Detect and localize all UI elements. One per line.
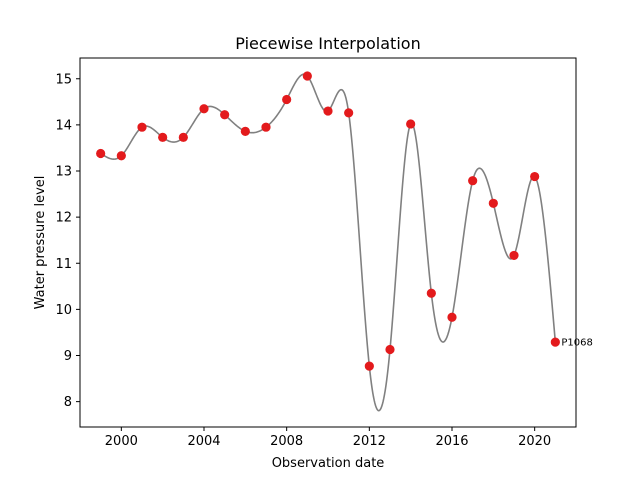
- y-tick-label: 11: [55, 257, 72, 272]
- x-tick-label: 2020: [518, 434, 551, 449]
- x-axis-title: Observation date: [272, 456, 385, 471]
- x-tick-label: 2012: [353, 434, 386, 449]
- data-point: [178, 132, 188, 142]
- data-point: [364, 361, 374, 371]
- data-point: [137, 122, 147, 132]
- point-annotation: P1068: [561, 338, 592, 349]
- data-point: [488, 198, 498, 208]
- y-tick-label: 10: [55, 303, 72, 318]
- y-axis: 8 9 10 11 12 13 14 15: [55, 72, 80, 410]
- data-point: [240, 126, 250, 136]
- data-point: [116, 151, 126, 161]
- data-point: [282, 94, 292, 105]
- data-point: [199, 104, 209, 114]
- data-point: [468, 176, 478, 186]
- y-axis-title: Water pressure level: [33, 176, 48, 310]
- data-point: [261, 122, 271, 132]
- data-point: [220, 110, 230, 120]
- data-point: [426, 288, 436, 298]
- data-point: [509, 250, 519, 261]
- data-point: [96, 148, 106, 159]
- data-point: [530, 171, 540, 182]
- data-point: [302, 71, 312, 81]
- y-tick-label: 13: [55, 165, 72, 180]
- data-point: [158, 132, 168, 142]
- marker-layer: [96, 71, 560, 371]
- plot-area: P1068: [96, 71, 593, 412]
- data-point: [550, 337, 560, 347]
- data-point: [447, 312, 457, 322]
- x-axis: 2000 2004 2008 2012 2016 2020: [105, 427, 551, 449]
- data-point: [406, 119, 416, 129]
- y-tick-label: 8: [64, 395, 72, 410]
- data-point: [344, 108, 354, 118]
- chart-title: Piecewise Interpolation: [235, 34, 420, 53]
- x-tick-label: 2004: [187, 434, 220, 449]
- x-tick-label: 2016: [435, 434, 468, 449]
- data-point: [323, 106, 333, 116]
- y-tick-label: 12: [55, 211, 72, 226]
- plot-frame: [79, 57, 577, 428]
- x-tick-label: 2008: [270, 434, 303, 449]
- y-tick-label: 15: [55, 72, 72, 87]
- data-point: [385, 344, 395, 355]
- x-tick-label: 2000: [105, 434, 138, 449]
- y-tick-label: 14: [55, 118, 72, 133]
- y-tick-label: 9: [64, 349, 72, 364]
- annotation-layer: P1068: [561, 338, 592, 349]
